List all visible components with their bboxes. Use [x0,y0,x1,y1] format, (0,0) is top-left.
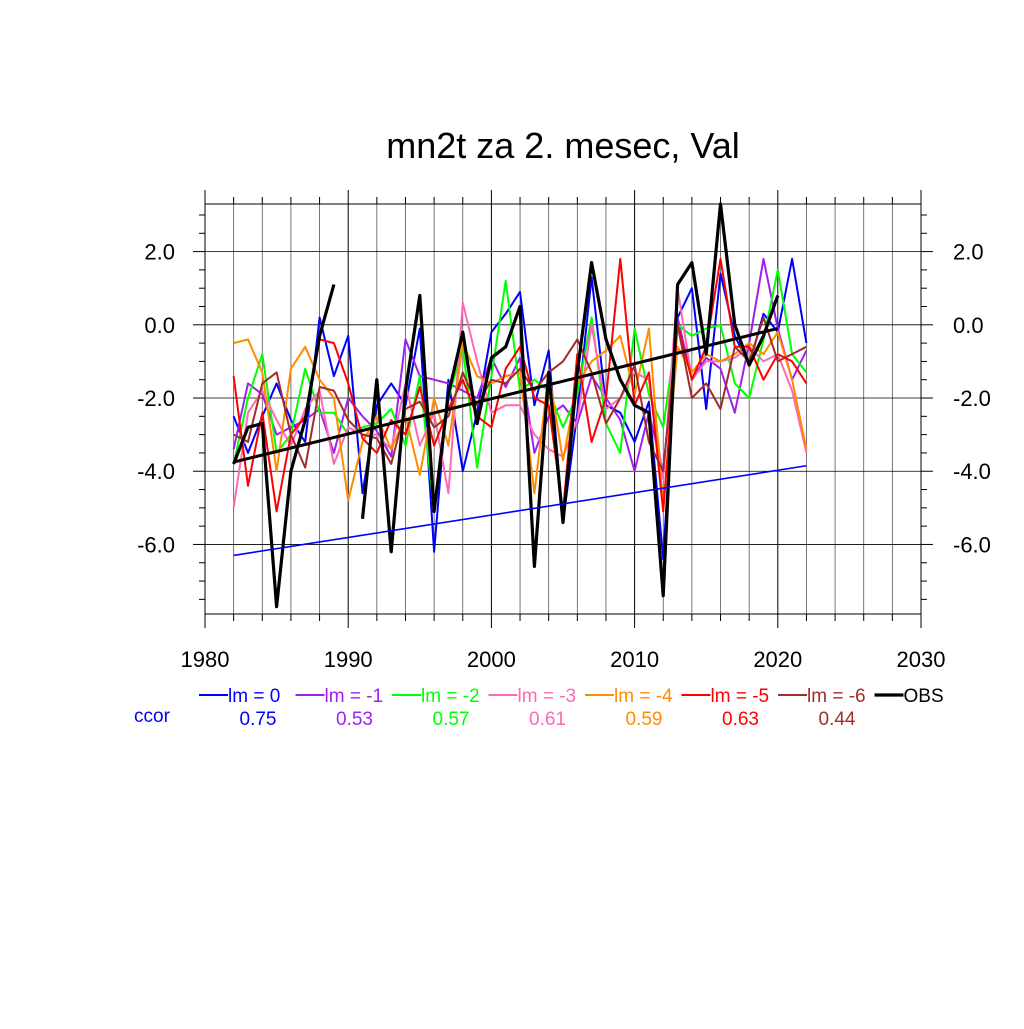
x-tick-label: 1980 [181,647,230,672]
y-tick-label: 0.0 [144,313,175,338]
y-tick-label: 2.0 [144,240,175,265]
y-tick-label-right: -2.0 [953,386,991,411]
trend-line [233,327,779,464]
y-tick-label-right: 0.0 [953,313,984,338]
legend-label: lm = -2 [421,686,480,707]
series-line [233,327,808,509]
x-tick-label: 2000 [467,647,516,672]
grid [204,204,922,614]
axes: 1980 1990 2000 2010 2020 2030 2.0 2.0 0.0 0.0 -2.0… [137,190,991,672]
legend-label: lm = -6 [807,686,866,707]
legend-label: lm = -5 [711,686,770,707]
ccor-value: 0.59 [626,709,663,730]
y-tick-label: -6.0 [137,532,175,557]
ccor-value: 0.61 [529,709,566,730]
y-tick-label: -2.0 [137,386,175,411]
ccor-label: ccor [134,706,171,727]
trend-line [233,464,807,557]
series-lines [232,202,808,609]
legend-label: OBS [904,686,944,707]
y-tick-label-right: -4.0 [953,459,991,484]
y-tick-label-right: -6.0 [953,532,991,557]
x-tick-label: 2010 [610,647,659,672]
ccor-value: 0.75 [240,709,277,730]
ccor-value: 0.44 [819,709,856,730]
series-line [233,316,807,473]
ccor-value: 0.53 [336,709,373,730]
series-line [360,202,780,598]
y-tick-label-right: 2.0 [953,240,984,265]
chart-title: mn2t za 2. mesec, Val [386,125,739,166]
series-line [232,284,336,609]
y-tick-label: -4.0 [137,459,175,484]
legend-label: lm = -1 [325,686,384,707]
ccor-value: 0.57 [433,709,470,730]
x-tick-label: 2030 [897,647,946,672]
legend-label: lm = 0 [228,686,280,707]
legend-label: lm = -3 [518,686,577,707]
series-line [232,257,808,561]
x-tick-label: 1990 [324,647,373,672]
legend-label: lm = -4 [614,686,673,707]
x-tick-label: 2020 [753,647,802,672]
ccor-value: 0.63 [722,709,759,730]
plot-frame [204,203,922,615]
